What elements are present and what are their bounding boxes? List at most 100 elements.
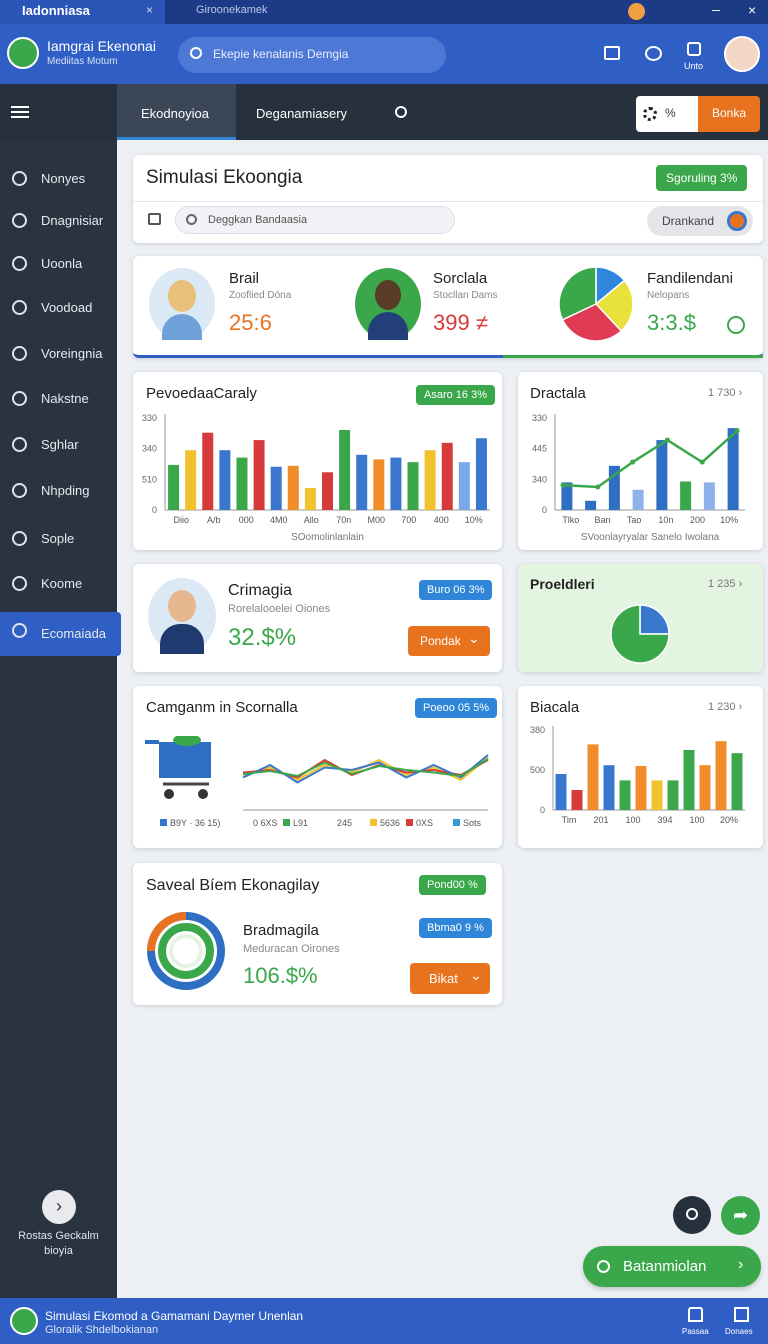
avatar[interactable] bbox=[724, 36, 760, 72]
sidebar-icon bbox=[12, 531, 27, 546]
action-button[interactable]: Batanmiolan › bbox=[583, 1246, 761, 1287]
toggle-label: % bbox=[665, 106, 676, 120]
status-icon bbox=[727, 316, 745, 334]
card-link[interactable]: 1 730 › bbox=[708, 387, 743, 399]
icon[interactable] bbox=[687, 42, 701, 56]
avatar bbox=[149, 268, 215, 340]
footer-subtitle: Gloralik Shdelbokianan bbox=[45, 1324, 159, 1336]
card-link[interactable]: 1 235 › bbox=[708, 578, 743, 590]
card-title: Camganm in Scornalla bbox=[146, 699, 298, 716]
sidebar-item[interactable]: Koome bbox=[0, 565, 117, 603]
search-icon bbox=[190, 47, 202, 59]
logo bbox=[7, 37, 39, 69]
sidebar-icon bbox=[12, 576, 27, 591]
sidebar-label: Voodoad bbox=[41, 300, 93, 315]
combo-chart-card: Dractala 1 730 › bbox=[518, 372, 763, 550]
icon[interactable] bbox=[628, 3, 645, 20]
tab-close[interactable]: × bbox=[146, 3, 154, 17]
avatar-body bbox=[160, 624, 204, 654]
card-badge: Buro 06 3% bbox=[419, 580, 493, 600]
icon[interactable]: – bbox=[712, 1, 720, 17]
donut-icon bbox=[147, 912, 225, 990]
profile-name: Brail bbox=[229, 270, 260, 287]
search-box[interactable] bbox=[178, 37, 446, 73]
chevron: ⌄ bbox=[468, 630, 480, 646]
profile-role: Nelopans bbox=[647, 290, 690, 301]
nav-tab[interactable]: Deganamiasery bbox=[256, 106, 348, 121]
sidebar-item[interactable]: Uoonla bbox=[0, 245, 117, 283]
nav-button[interactable] bbox=[698, 96, 760, 132]
close[interactable]: × bbox=[748, 2, 757, 18]
search-box[interactable] bbox=[175, 206, 455, 234]
fab-share[interactable]: ➦ bbox=[721, 1196, 760, 1235]
sidebar-item[interactable]: Nonyes bbox=[0, 160, 117, 198]
summary-badge: Sgoruling 3% bbox=[656, 165, 748, 191]
profile-name: Bradmagila bbox=[243, 922, 319, 939]
search-icon bbox=[686, 1208, 698, 1220]
search-icon[interactable] bbox=[395, 106, 407, 118]
profile-role: Rorelalooelei Oiones bbox=[228, 603, 331, 615]
saveal-card: Saveal Bíem Ekonagilay Pond00 % Bradmagi… bbox=[133, 863, 502, 1005]
gear-icon bbox=[643, 107, 657, 121]
icon[interactable] bbox=[645, 46, 662, 61]
card-title: Biacala bbox=[530, 699, 580, 716]
search-icon bbox=[186, 214, 197, 225]
sidebar-label: Nhpding bbox=[41, 483, 90, 498]
tab[interactable] bbox=[0, 0, 165, 24]
chevron: › bbox=[738, 1256, 744, 1273]
sidebar-icon bbox=[12, 171, 27, 186]
summary-button-label: Drankand bbox=[662, 214, 715, 228]
sidebar-item[interactable]: Voreingnia bbox=[0, 335, 117, 373]
sidebar-icon bbox=[12, 300, 27, 315]
sidebar-item[interactable]: Dnagnisiar bbox=[0, 202, 117, 240]
nav-tab-active[interactable] bbox=[117, 84, 236, 140]
icon[interactable] bbox=[734, 1307, 749, 1322]
search-placeholder: Ekepie kenalanis Demgia bbox=[213, 47, 349, 61]
fab-search[interactable] bbox=[673, 1196, 711, 1234]
divider bbox=[133, 201, 763, 202]
profile-value: 32.$% bbox=[228, 624, 297, 651]
sidebar-item[interactable]: Sghlar bbox=[0, 426, 117, 464]
card-button[interactable] bbox=[408, 626, 490, 656]
sidebar-label: Ecomaiada bbox=[41, 626, 107, 641]
sidebar-label: Dnagnisiar bbox=[41, 213, 104, 228]
sidebar-label: Sghlar bbox=[41, 437, 79, 452]
tab-title[interactable]: Giroonekamek bbox=[196, 4, 268, 16]
profile-value: 3:3.$ bbox=[647, 310, 696, 335]
card-badge: Pond00 % bbox=[419, 875, 486, 895]
menu-icon[interactable] bbox=[11, 106, 29, 108]
folder-icon[interactable] bbox=[148, 213, 161, 225]
card-link[interactable]: 1 230 › bbox=[708, 701, 743, 713]
icon[interactable] bbox=[604, 46, 620, 60]
card-title: Saveal Bíem Ekonagilay bbox=[146, 877, 320, 894]
icon[interactable] bbox=[688, 1307, 703, 1322]
pie-card: Proeldleri 1 235 › bbox=[518, 564, 763, 672]
sidebar-icon bbox=[12, 213, 27, 228]
avatar-head bbox=[168, 590, 196, 622]
sidebar-item[interactable]: Sople bbox=[0, 520, 117, 558]
cart-icon bbox=[145, 736, 211, 799]
card-badge: Asaro 16 3% bbox=[416, 385, 495, 405]
profile-name: Sorclala bbox=[433, 270, 488, 287]
sidebar-icon bbox=[12, 483, 27, 498]
expand-button[interactable]: › bbox=[42, 1190, 76, 1224]
accent bbox=[503, 355, 763, 358]
sidebar-label: Nonyes bbox=[41, 171, 86, 186]
footer-title: Simulasi Ekomod a Gamamani Daymer Unenla… bbox=[45, 1309, 304, 1323]
donut-ring bbox=[147, 912, 187, 952]
sidebar-item[interactable]: Voodoad bbox=[0, 289, 117, 327]
sidebar-item[interactable]: Ecomaiada bbox=[0, 612, 121, 656]
header: Iamgrai Ekenonai Mediitas Motum Ekepie k… bbox=[0, 24, 768, 84]
sidebar-icon bbox=[12, 437, 27, 452]
card-title: Proeldleri bbox=[530, 576, 595, 592]
sidebar-label: Voreingnia bbox=[41, 346, 103, 361]
avatar bbox=[355, 268, 421, 340]
profile-name: Crimagia bbox=[228, 582, 293, 599]
sidebar-icon bbox=[12, 256, 27, 271]
sidebar-item[interactable]: Nhpding bbox=[0, 472, 117, 510]
sidebar-item[interactable]: Nakstne bbox=[0, 380, 117, 418]
card-button[interactable] bbox=[410, 963, 490, 994]
card-button-label: Bikat bbox=[429, 971, 458, 986]
sidebar-icon bbox=[12, 346, 27, 361]
